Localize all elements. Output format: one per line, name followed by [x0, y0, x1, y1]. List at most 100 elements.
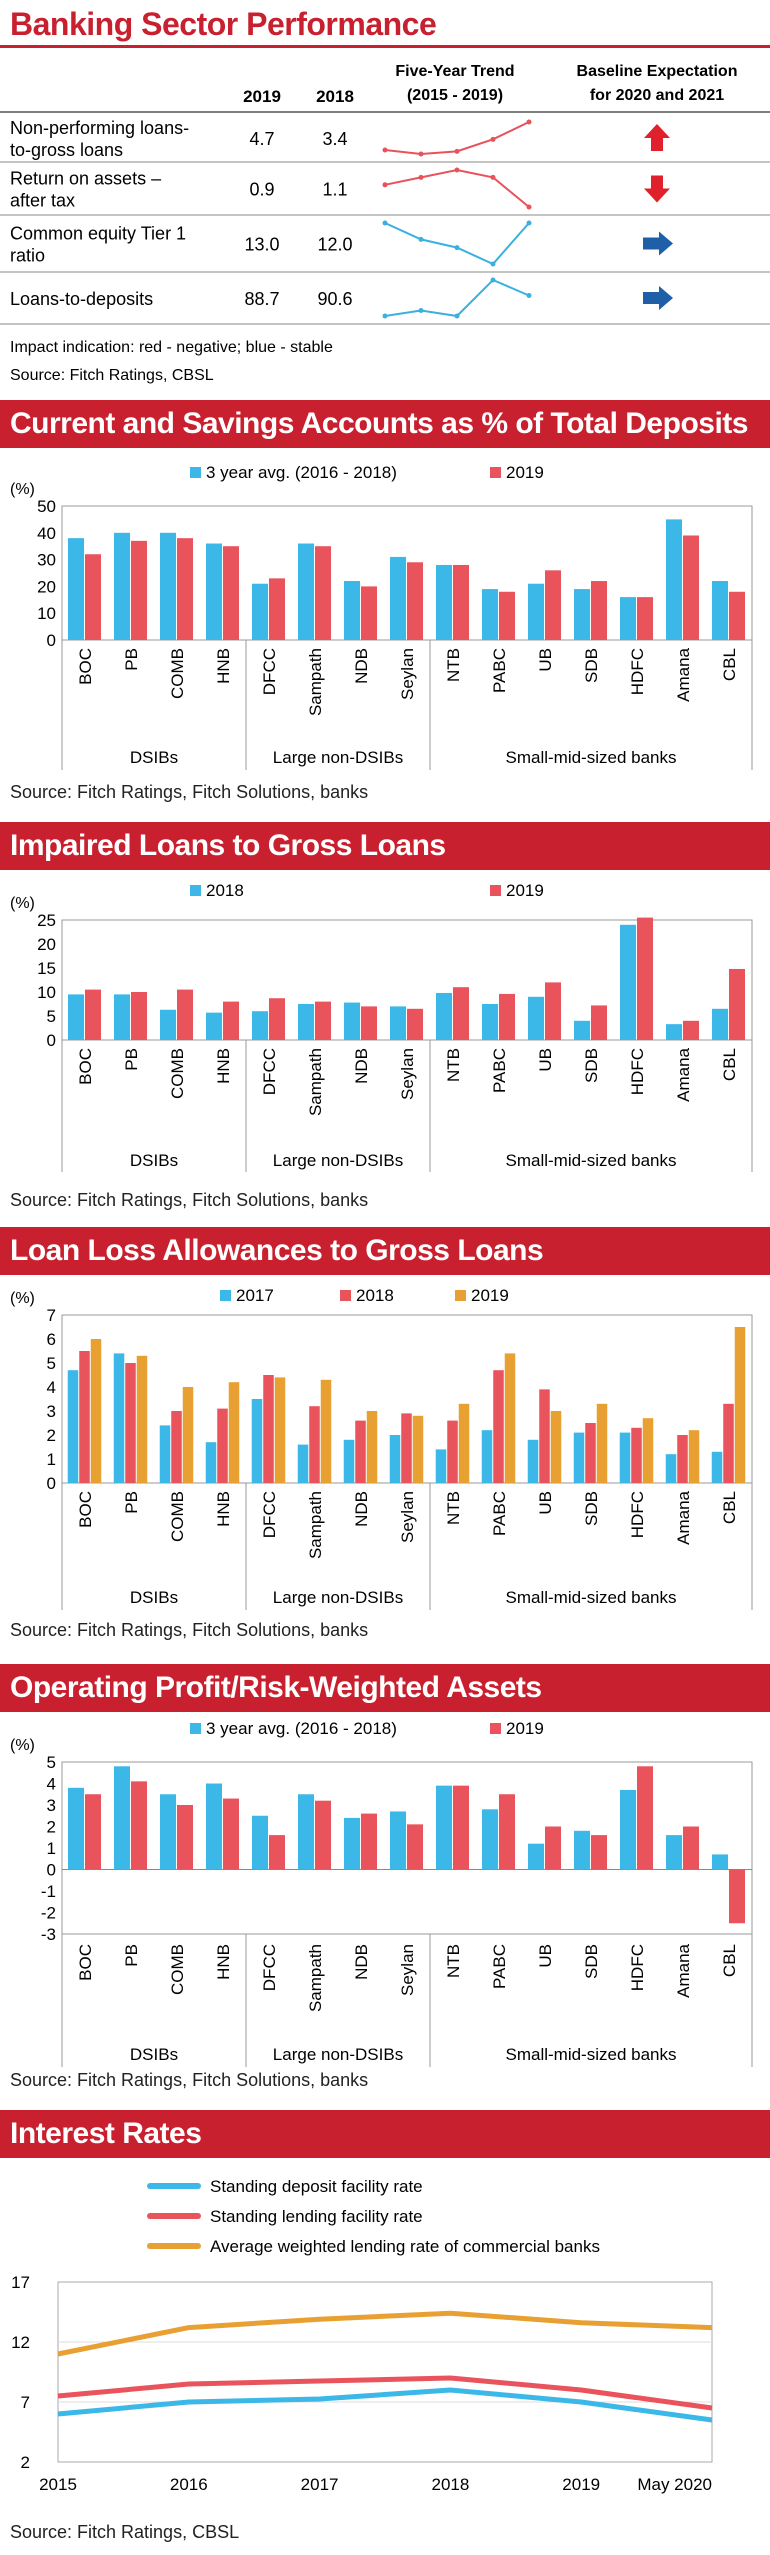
category-label: NTB — [444, 1944, 463, 1978]
bar — [545, 570, 561, 640]
category-label: PABC — [490, 1048, 509, 1093]
category-label: PABC — [490, 648, 509, 693]
legend-label: 2018 — [356, 1286, 394, 1305]
category-label: BOC — [76, 1048, 95, 1085]
bar — [591, 581, 607, 640]
bar — [591, 1005, 607, 1040]
bar — [436, 992, 452, 1040]
expectation-arrow-icon — [643, 286, 673, 310]
trend-sparkline — [384, 222, 530, 266]
bar — [344, 581, 360, 640]
bar — [344, 1002, 360, 1040]
bar — [298, 1004, 314, 1040]
chart-source-allowances: Source: Fitch Ratings, Fitch Solutions, … — [10, 1620, 369, 1640]
bar — [113, 1353, 125, 1483]
category-label: HNB — [214, 1491, 233, 1527]
series-line — [57, 2310, 713, 2357]
y-tick-label: 3 — [47, 1796, 56, 1815]
trend-point — [526, 293, 532, 299]
legend-swatch — [190, 885, 201, 896]
bar — [251, 1399, 263, 1483]
trend-point — [418, 151, 424, 157]
bar — [269, 578, 285, 640]
category-label: DFCC — [260, 648, 279, 695]
trend-point — [526, 204, 532, 210]
category-label: NTB — [444, 1491, 463, 1525]
bar — [734, 1327, 746, 1483]
legend-label: 2019 — [506, 881, 544, 900]
expectation-arrow-icon — [644, 124, 670, 151]
bar — [401, 1413, 412, 1483]
category-label: HNB — [214, 648, 233, 684]
bar — [315, 546, 331, 640]
category-label: Sampath — [306, 648, 325, 716]
trend-point — [454, 148, 460, 154]
bar — [574, 1830, 590, 1870]
bar — [343, 1439, 355, 1483]
category-label: DFCC — [260, 1048, 279, 1095]
bar — [205, 1442, 217, 1483]
trend-point — [418, 174, 424, 180]
x-tick-label: 2019 — [562, 2475, 600, 2494]
bar — [683, 1826, 699, 1870]
row-label: Common equity Tier 1 — [10, 224, 186, 244]
x-tick-label: 2015 — [39, 2475, 77, 2494]
y-tick-label: 10 — [37, 983, 56, 1002]
value-2018: 90.6 — [317, 289, 352, 309]
value-2019: 13.0 — [244, 235, 279, 255]
category-label: BOC — [76, 1944, 95, 1981]
bar — [447, 1420, 458, 1483]
bar — [182, 1387, 194, 1483]
category-label: DFCC — [260, 1491, 279, 1538]
bar — [315, 1001, 331, 1040]
bar — [407, 1008, 423, 1040]
x-tick-label: 2018 — [431, 2475, 469, 2494]
bar — [85, 554, 101, 640]
bar — [85, 1794, 101, 1870]
trend-point — [526, 220, 532, 226]
y-tick-label: 7 — [21, 2393, 30, 2412]
y-tick-label: 17 — [11, 2273, 30, 2292]
category-label: BOC — [76, 648, 95, 685]
bar — [482, 1004, 498, 1040]
y-tick-label: 5 — [47, 1753, 56, 1772]
y-tick-label: 4 — [47, 1775, 56, 1794]
group-label: Small-mid-sized banks — [506, 2045, 677, 2064]
legend-swatch — [190, 1723, 201, 1734]
bar — [252, 1011, 268, 1040]
category-label: Seylan — [398, 1944, 417, 1996]
category-label: Sampath — [306, 1048, 325, 1116]
bar — [228, 1382, 240, 1483]
y-tick-label: 0 — [47, 631, 56, 650]
bar — [574, 1020, 590, 1040]
category-label: Amana — [674, 1490, 693, 1544]
x-tick-label: 2016 — [170, 2475, 208, 2494]
bar — [545, 982, 561, 1040]
bar — [729, 968, 745, 1040]
bar — [585, 1423, 596, 1483]
bar — [666, 519, 682, 640]
bar — [390, 556, 406, 640]
trend-point — [382, 220, 388, 226]
y-tick-label: 25 — [37, 911, 56, 930]
category-label: PB — [122, 1944, 141, 1967]
category-label: HNB — [214, 1944, 233, 1980]
category-label: CBL — [720, 1944, 739, 1977]
bar — [435, 1449, 447, 1483]
bar — [712, 1854, 728, 1870]
category-label: SDB — [582, 1944, 601, 1979]
bar — [711, 1451, 723, 1483]
trend-point — [418, 236, 424, 242]
x-tick-label: 2017 — [301, 2475, 339, 2494]
y-tick-label: 10 — [37, 604, 56, 623]
category-label: PB — [122, 1491, 141, 1514]
bar — [320, 1379, 332, 1483]
category-label: PB — [122, 1048, 141, 1071]
bar — [499, 591, 515, 640]
category-label: NDB — [352, 648, 371, 684]
bar — [68, 538, 84, 640]
chart-source-casa: Source: Fitch Ratings, Fitch Solutions, … — [10, 782, 369, 802]
category-label: NTB — [444, 1048, 463, 1082]
y-tick-label: 2 — [47, 1818, 56, 1837]
group-label: Large non-DSIBs — [273, 2045, 403, 2064]
